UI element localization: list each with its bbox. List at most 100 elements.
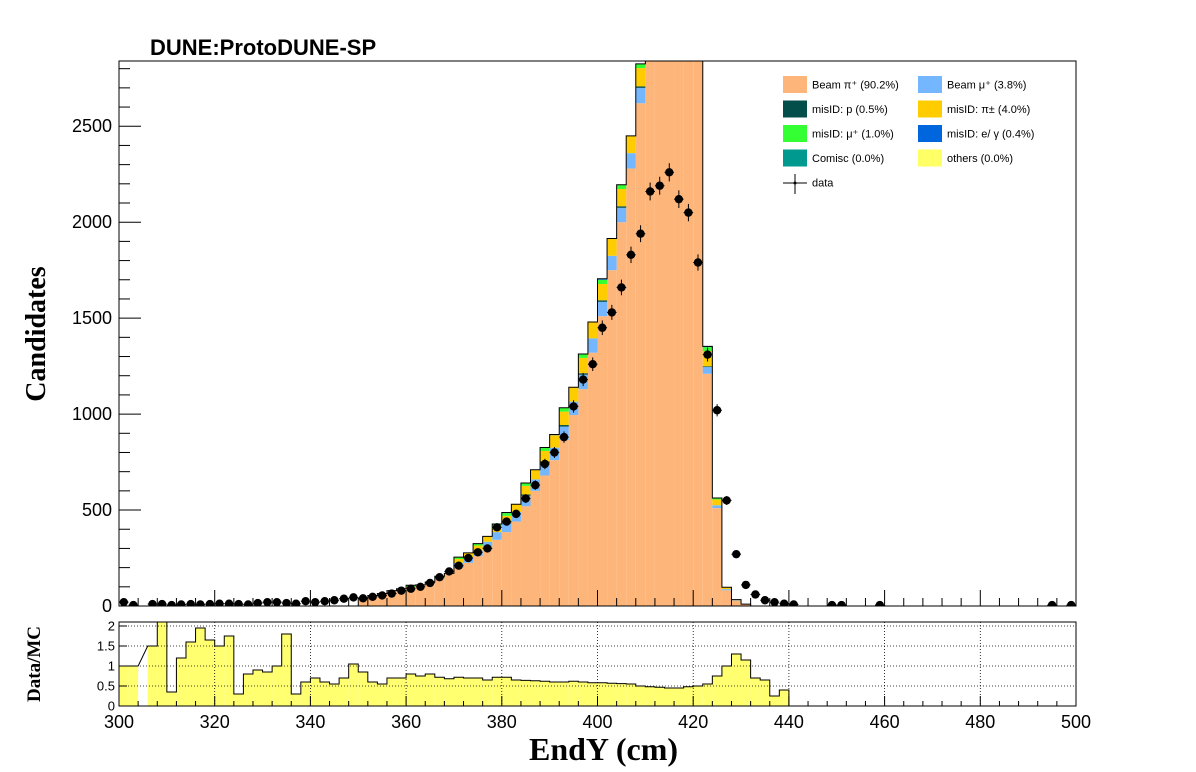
ratio-bar [578,682,588,706]
data-point [243,600,253,606]
ratio-bar [559,682,569,706]
bar-1-380 [501,523,512,533]
bar-3-388 [540,450,550,462]
bar-1-408 [635,87,646,104]
bar-1-378 [492,532,502,540]
bar-0-382 [511,521,521,606]
ratio-bar [712,676,722,706]
data-point [339,594,349,603]
ratio-bar [233,694,244,706]
ratio-bar [434,677,445,706]
bar-1-406 [626,153,636,169]
ratio-bar [607,683,617,706]
legend-label: misID: π± (4.0%) [947,104,1030,116]
ratio-bar [453,677,464,706]
data-point [703,350,712,359]
bar-0-424 [712,508,722,606]
data-point [119,597,128,606]
data-point [559,432,569,442]
data-point [377,591,387,600]
ratio-bar [386,678,397,706]
data-point [760,596,770,605]
legend-swatch [783,125,807,142]
data-point [205,599,215,606]
bar-0-412 [654,61,665,606]
bar-3-394 [568,387,579,402]
legend-label: misID: e/ γ (0.4%) [947,129,1034,141]
bar-1-400 [597,301,608,317]
bar-3-392 [559,411,569,426]
ratio-bar [463,678,474,706]
bar-4-400 [597,279,608,284]
data-point [875,600,885,606]
ratio-bar [329,684,340,706]
bar-2-408 [635,86,646,88]
ratio-bar [281,634,292,706]
bar-0-378 [492,539,502,606]
bar-0-400 [597,316,608,606]
data-point [741,580,751,590]
bar-3-382 [511,504,521,512]
x-axis-label: EndY (cm) [529,731,678,767]
bar-3-410 [645,6,655,24]
data-point [502,517,511,526]
ratio-bar [587,682,598,706]
ratio-bar [520,680,531,706]
x-tick-label: 500 [1061,712,1091,732]
data-point [387,589,396,598]
ratio-bar [291,694,301,706]
data-point [521,494,530,503]
data-point [473,548,483,557]
legend-label: Beam μ⁺ (3.8%) [947,80,1026,92]
bar-0-390 [549,460,560,606]
bar-3-402 [607,238,617,256]
data-point [712,406,722,415]
bar-3-404 [616,188,627,207]
data-point [425,578,435,588]
ratio-bar [262,672,273,706]
bar-2-392 [559,425,569,427]
data-point [406,584,416,593]
bar-4-388 [540,447,550,451]
bar-2-400 [597,300,608,302]
x-tick-label: 340 [295,712,325,732]
ratio-bar [157,622,167,706]
ratio-bar [540,681,550,706]
legend-label: others (0.0%) [947,153,1013,165]
bar-5-410 [645,5,655,6]
ratio-bar [635,686,646,706]
legend-swatch [783,76,807,93]
ratio-bar [243,674,253,706]
ratio-bar [348,664,359,706]
data-point [1067,600,1076,606]
bar-3-398 [587,321,598,339]
ratio-bar [425,674,435,706]
data-point [779,599,789,606]
ratio-bar [128,666,139,706]
data-point [330,596,339,605]
bar-3-384 [520,485,531,495]
bar-2-422 [702,366,713,368]
bar-1-398 [587,338,598,353]
bar-0-354 [377,593,387,606]
data-point [531,480,540,490]
y-tick-label: 1000 [72,404,112,424]
bar-2-404 [616,206,627,208]
ratio-outline [119,622,799,706]
bar-0-386 [530,490,541,606]
ratio-bar [339,678,349,706]
ratio-bar [597,682,608,706]
bar-0-402 [607,270,617,606]
ratio-bar [415,676,426,706]
data-point [492,523,502,532]
bar-0-356 [386,590,397,606]
data-point [291,599,301,606]
bar-1-410 [645,25,655,40]
x-tick-label: 360 [391,712,421,732]
data-point [598,323,607,332]
bar-3-408 [635,68,646,87]
bar-1-428 [731,600,742,601]
bar-0-374 [473,556,483,606]
ratio-bar [741,660,751,706]
bar-0-368 [444,573,454,606]
